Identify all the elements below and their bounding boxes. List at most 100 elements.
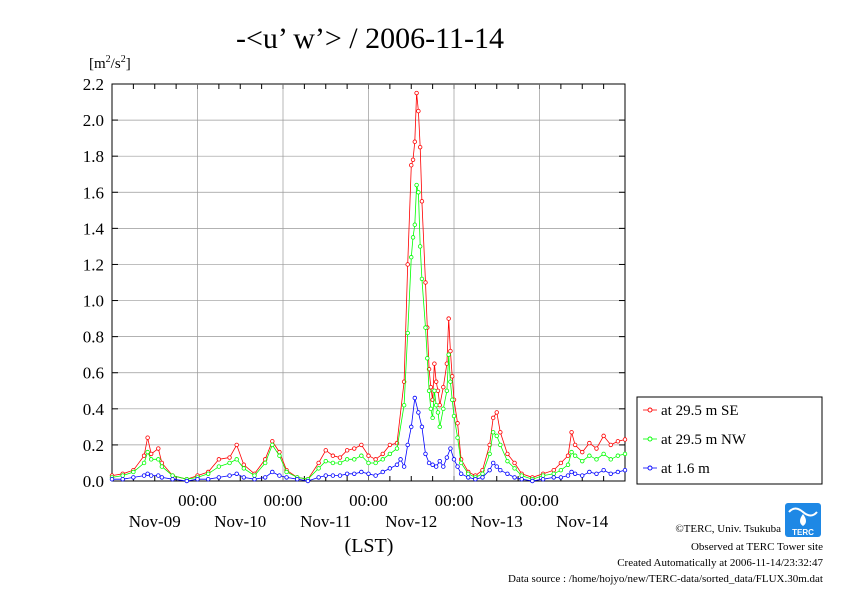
data-point [359,442,364,448]
data-point [352,457,357,462]
logo-drop-icon [800,514,806,526]
data-point [587,469,592,475]
y-tick-label: 0.4 [83,400,105,419]
logo-wave-icon [788,507,818,517]
data-point [423,280,428,285]
legend-items: at 29.5 m SE at 29.5 m NW at 1.6 m [643,403,747,477]
data-point [551,467,556,473]
y-axis-label-end: ] [126,56,131,72]
data-point [270,442,275,448]
data-point [565,473,571,478]
data-point [405,330,410,336]
data-point [387,442,393,448]
data-point [416,108,421,114]
data-point [344,448,350,453]
data-point [608,471,613,476]
data-point [426,460,432,466]
data-point [540,473,546,478]
data-point [587,440,592,446]
data-point [433,403,439,408]
data-point [450,374,455,379]
data-point [480,471,485,476]
data-point [455,421,460,426]
data-point [227,455,232,460]
data-point [572,471,578,476]
data-point [241,475,247,480]
data-point [569,469,574,475]
x-tick-day-label: Nov-11 [300,512,351,531]
data-point [419,424,425,430]
x-tick-labels: 00:00 00:00 00:00 00:00 00:00 Nov-09 Nov-10 Nov… [129,491,609,531]
data-point [141,453,147,458]
data-point [252,476,257,482]
data-point [451,457,457,462]
data-point [170,476,175,482]
data-point [414,182,419,188]
data-point [505,451,510,457]
data-point [505,458,510,464]
data-point [437,458,442,464]
data-point [423,325,428,330]
data-point [451,413,457,419]
data-point [159,464,165,469]
data-point [455,435,460,440]
data-point [380,451,385,457]
data-point [234,457,239,462]
data-point [587,453,592,458]
data-point [277,453,282,458]
data-point [480,475,485,480]
data-point [594,457,599,462]
x-tick-day-label: Nov-14 [556,512,608,531]
y-tick-label: 0.0 [83,472,104,491]
data-point [441,464,446,469]
legend-swatch-marker [647,436,653,442]
data-point [387,466,393,471]
data-point [519,476,524,482]
data-point [490,415,496,421]
legend: at 29.5 m SE at 29.5 m NW at 1.6 m [636,396,823,485]
data-point [156,446,161,451]
data-point [330,473,336,478]
data-point [405,262,410,267]
data-point [170,473,175,478]
y-axis-label-mid: /s [111,56,121,72]
data-point [412,139,418,144]
data-point [490,460,496,466]
data-point [448,348,453,354]
data-point [410,157,416,162]
data-point [572,442,578,448]
data-point [131,469,136,475]
data-point [148,473,154,478]
data-point [512,466,517,471]
y-tick-label: 0.6 [83,364,104,383]
data-point [366,453,371,458]
data-point [120,476,125,482]
data-point [622,451,628,457]
series-at-29-5-m-nw [109,182,628,482]
data-point [432,361,437,366]
data-point [284,475,289,480]
y-tick-label: 1.4 [83,219,105,238]
data-point [419,199,425,204]
data-point [437,403,442,408]
data-point [466,475,471,480]
data-point [284,469,289,475]
data-point [148,457,154,462]
data-point [458,460,464,466]
data-point [608,457,613,462]
data-point [473,476,478,482]
data-point [551,475,556,480]
series-at-1-6-m [109,395,628,484]
data-point [366,471,371,476]
data-point [441,406,446,412]
data-point [184,478,190,484]
legend-label: at 29.5 m NW [661,432,747,448]
data-point [405,442,410,448]
data-point [494,464,499,469]
grid-lines [112,83,625,482]
data-point [540,476,546,482]
y-tick-label: 0.8 [83,328,104,347]
x-tick-day-label: Nov-10 [214,512,266,531]
data-point [380,469,385,475]
data-point [565,453,571,458]
